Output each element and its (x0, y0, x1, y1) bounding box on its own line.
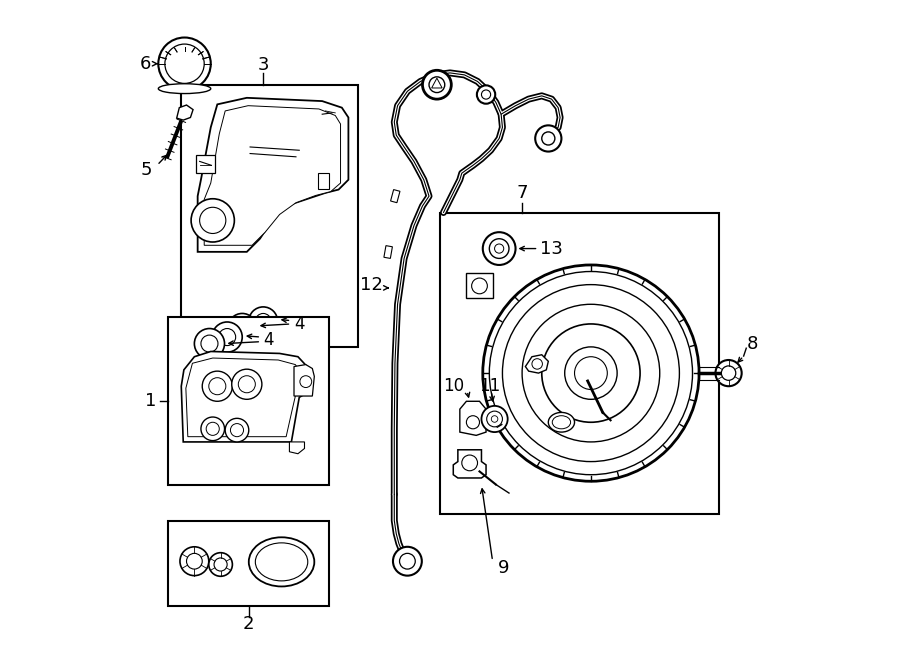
Circle shape (495, 244, 504, 253)
Text: 8: 8 (746, 334, 758, 352)
Circle shape (209, 553, 232, 576)
Circle shape (206, 422, 220, 436)
Bar (466, 273, 492, 297)
Circle shape (722, 366, 736, 380)
Circle shape (180, 547, 209, 576)
Circle shape (228, 313, 256, 342)
Polygon shape (294, 365, 314, 396)
Bar (181, 85, 358, 347)
Circle shape (716, 360, 742, 386)
Circle shape (234, 320, 250, 336)
Bar (440, 213, 719, 514)
Circle shape (462, 455, 478, 471)
Circle shape (225, 418, 248, 442)
Text: 6: 6 (140, 55, 151, 73)
Text: 13: 13 (540, 239, 563, 258)
Circle shape (201, 417, 224, 441)
Ellipse shape (256, 543, 308, 581)
Circle shape (186, 553, 202, 569)
Circle shape (482, 232, 516, 265)
Circle shape (490, 239, 509, 258)
Circle shape (231, 369, 262, 399)
Circle shape (482, 265, 699, 481)
Circle shape (574, 357, 608, 389)
Bar (168, 521, 328, 605)
Bar (196, 155, 215, 173)
Text: 4: 4 (263, 330, 274, 348)
Circle shape (230, 424, 244, 437)
Circle shape (214, 558, 227, 571)
Polygon shape (526, 355, 548, 373)
Circle shape (482, 90, 490, 99)
Polygon shape (204, 106, 340, 245)
Circle shape (201, 335, 218, 352)
Circle shape (400, 553, 415, 569)
Text: 3: 3 (257, 56, 269, 74)
Circle shape (490, 272, 692, 475)
Text: 1: 1 (145, 391, 157, 410)
Circle shape (393, 547, 422, 576)
Circle shape (491, 416, 498, 422)
Polygon shape (176, 105, 194, 120)
Circle shape (472, 278, 488, 293)
Circle shape (532, 359, 543, 369)
Bar (168, 317, 328, 485)
Circle shape (300, 375, 311, 387)
Text: 2: 2 (243, 615, 255, 633)
Circle shape (477, 85, 495, 104)
Polygon shape (432, 78, 442, 88)
Circle shape (429, 77, 445, 93)
Text: 11: 11 (479, 377, 500, 395)
Circle shape (194, 329, 224, 359)
Ellipse shape (553, 416, 571, 429)
Circle shape (212, 322, 242, 352)
Polygon shape (198, 98, 348, 252)
Ellipse shape (548, 412, 574, 432)
Polygon shape (460, 401, 486, 436)
Circle shape (522, 304, 660, 442)
Polygon shape (186, 358, 302, 437)
Circle shape (165, 44, 204, 83)
Circle shape (502, 285, 680, 461)
Text: 10: 10 (444, 377, 464, 395)
Text: 5: 5 (140, 161, 151, 179)
Circle shape (466, 416, 480, 429)
Text: 4: 4 (294, 315, 304, 333)
Polygon shape (181, 352, 309, 442)
Circle shape (536, 126, 562, 151)
Circle shape (238, 375, 256, 393)
Circle shape (191, 199, 234, 242)
Circle shape (422, 70, 451, 99)
Bar (391, 190, 400, 203)
Text: 9: 9 (498, 559, 509, 577)
Circle shape (219, 329, 236, 346)
Circle shape (487, 411, 502, 427)
Circle shape (564, 347, 617, 399)
Ellipse shape (158, 84, 211, 94)
Polygon shape (290, 442, 304, 453)
Ellipse shape (248, 537, 314, 586)
Polygon shape (454, 449, 486, 478)
Circle shape (209, 377, 226, 395)
Circle shape (542, 324, 640, 422)
Bar (384, 246, 392, 258)
Circle shape (202, 371, 232, 401)
Circle shape (200, 208, 226, 233)
Text: 7: 7 (517, 184, 527, 202)
Circle shape (482, 406, 508, 432)
Circle shape (248, 307, 277, 336)
Bar (318, 173, 329, 189)
Text: 12: 12 (360, 276, 383, 293)
Circle shape (256, 313, 271, 329)
Circle shape (542, 132, 555, 145)
Circle shape (158, 38, 211, 90)
